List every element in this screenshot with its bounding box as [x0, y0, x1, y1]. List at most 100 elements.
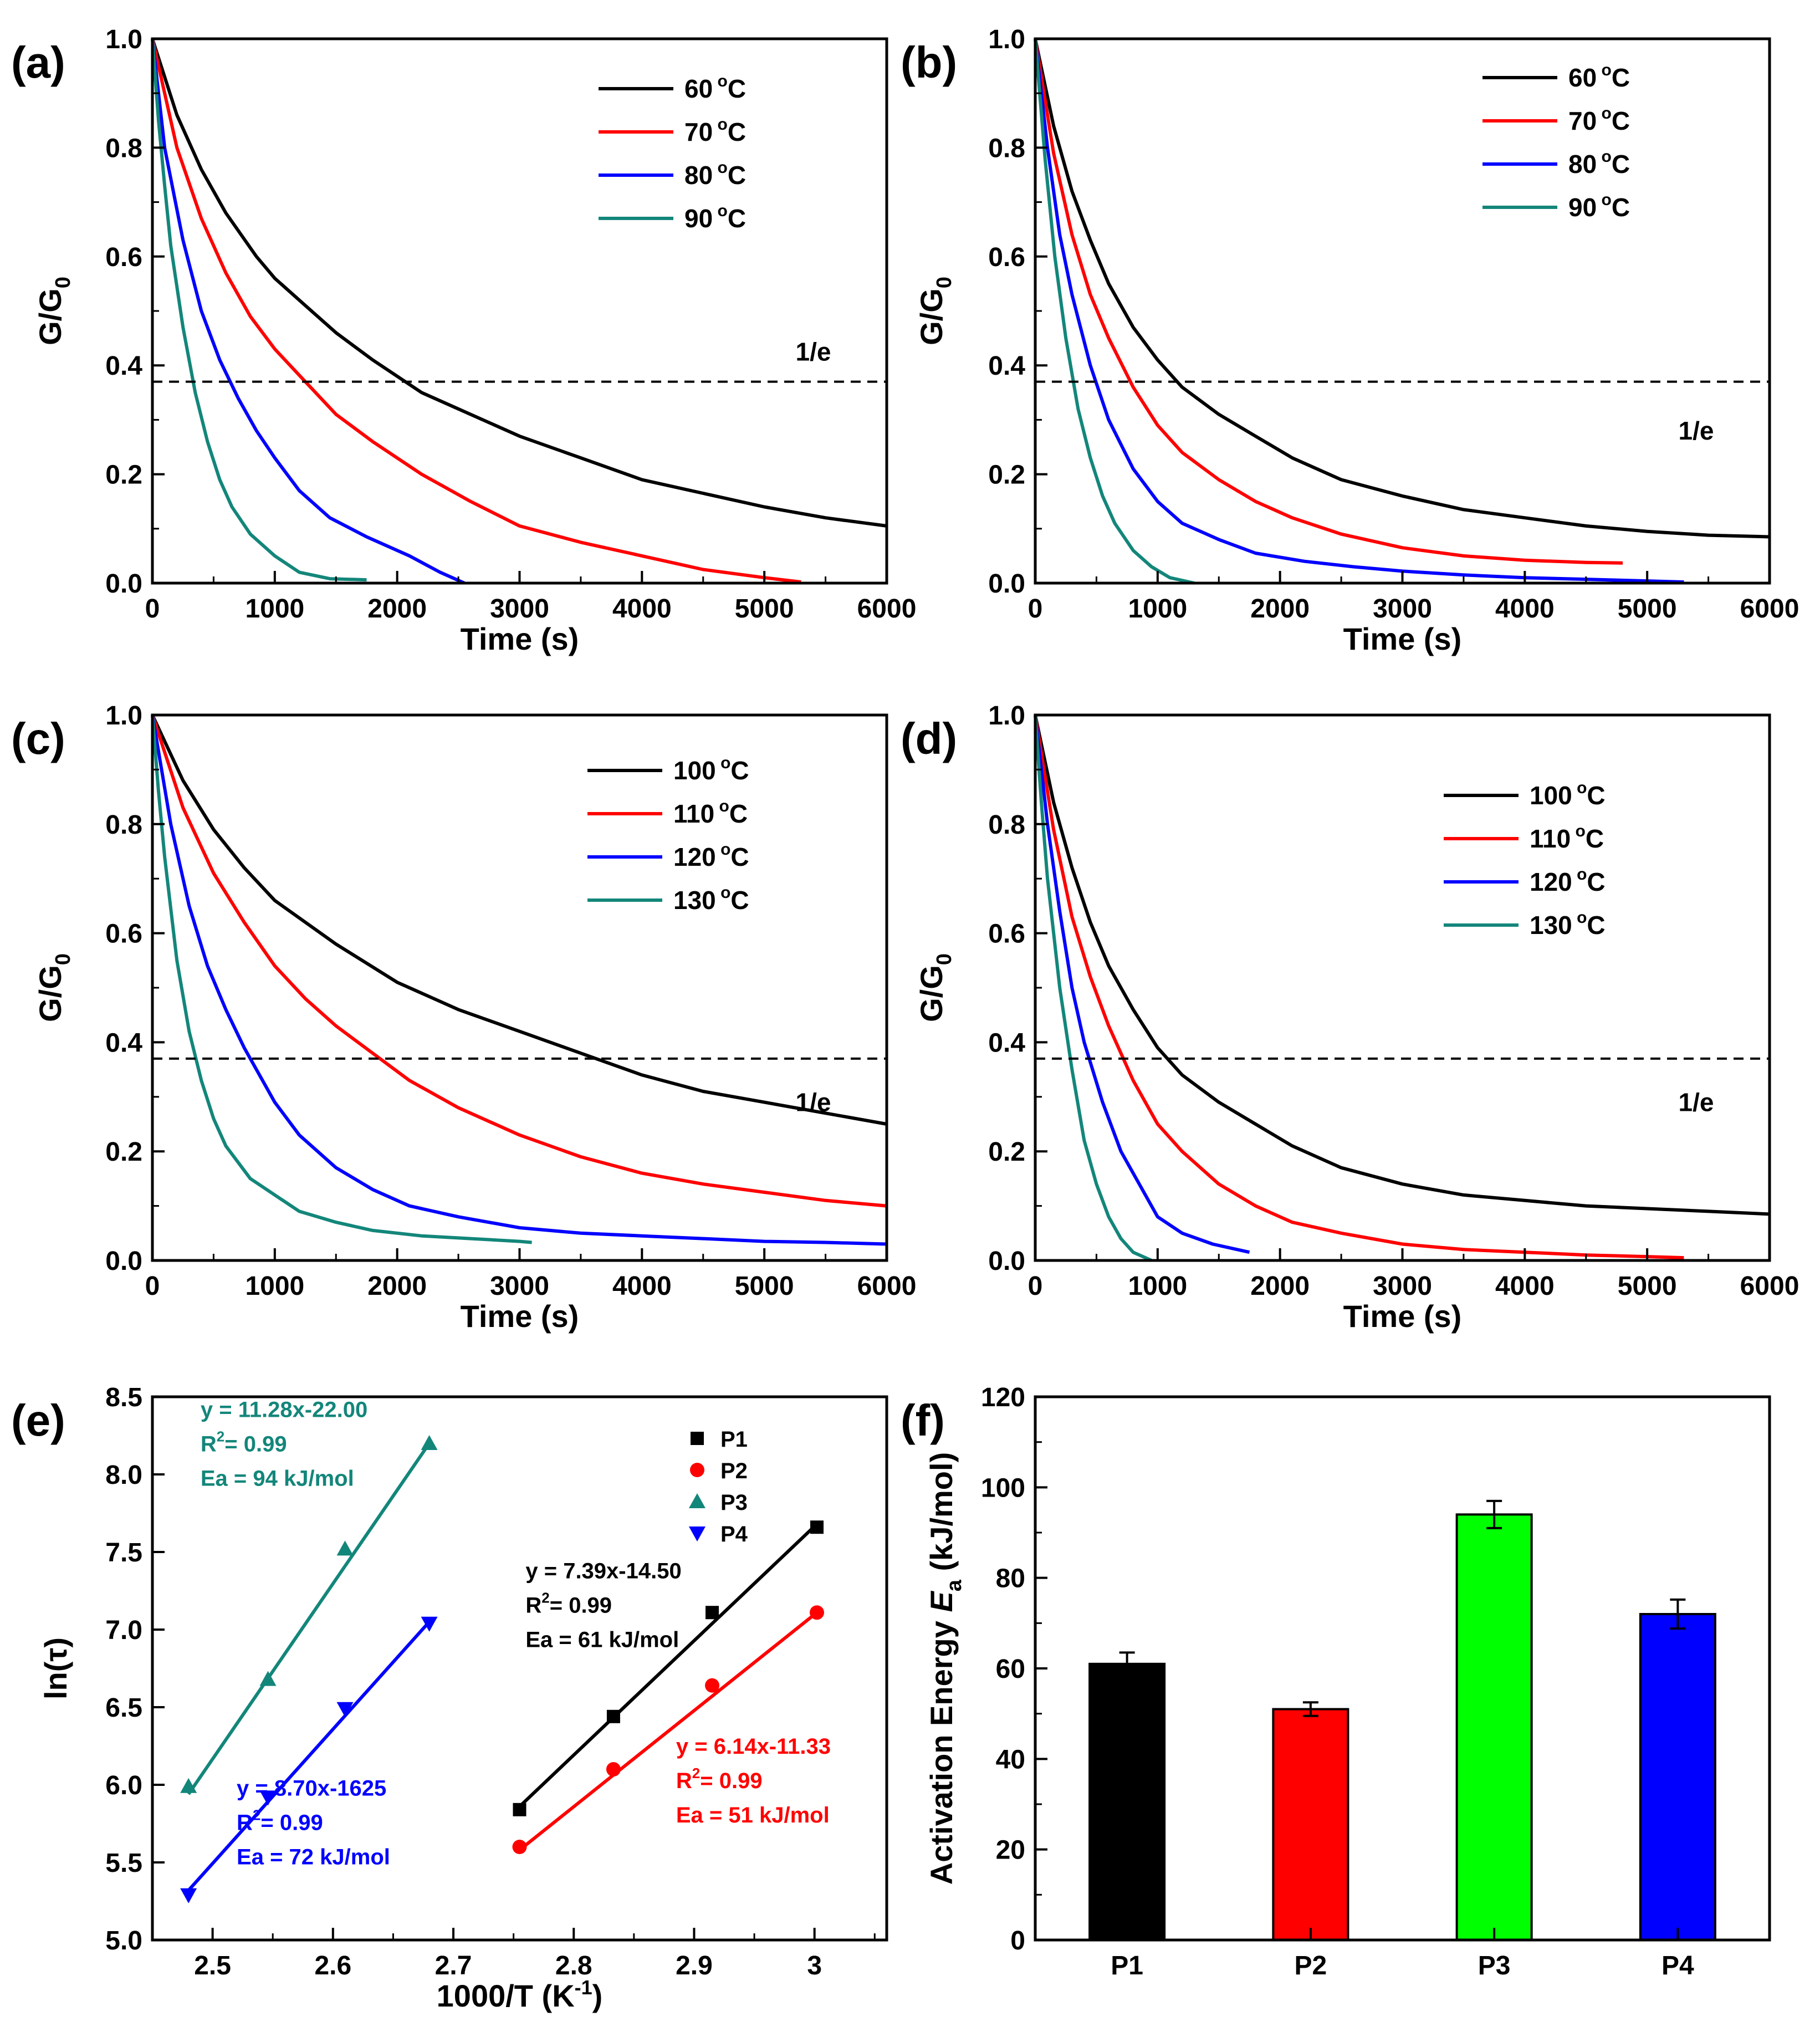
legend-unit: C	[1586, 824, 1604, 853]
legend-marker	[689, 1493, 705, 1508]
legend-entry-120: 120 oC	[1530, 865, 1606, 896]
degree-sign: o	[1571, 822, 1586, 840]
degree-sign: o	[1572, 865, 1587, 884]
panel-label: (a)	[11, 38, 65, 87]
x-tick-label: 1000	[245, 594, 304, 624]
y-axis-label: ln(τ)	[38, 1637, 73, 1699]
panel-d: (d)1/e0 1000 2000 3000 4000 5000 60000.00.20.4…	[901, 701, 1799, 1334]
fit-line-p3	[187, 1442, 431, 1795]
y-tick-label: 6.5	[105, 1693, 142, 1723]
panel-a: (a) 1/e 0 1000 2000 3000 4000 5000 6000 0.0 0.2 0.4…	[11, 25, 916, 656]
series-line-130	[151, 714, 532, 1244]
y-tick-label: 0.4	[988, 1028, 1025, 1058]
x-tick-label: 0	[1028, 1272, 1043, 1301]
legend-value: 60	[1568, 63, 1597, 92]
legend-entry-90: 90 oC	[1568, 191, 1630, 222]
legend-entry-120: 120 oC	[673, 840, 749, 871]
x-tick-label: 0	[1028, 594, 1043, 624]
x-tick-label: 2.5	[194, 1951, 231, 1980]
degree-sign: o	[1572, 779, 1587, 797]
legend-entry-100: 100 oC	[673, 754, 749, 785]
x-tick-label: 0	[145, 594, 160, 624]
x-tick-label: 2.6	[314, 1951, 351, 1980]
legend-unit: C	[728, 161, 746, 190]
legend-marker	[691, 1432, 704, 1445]
x-tick-label: 2.9	[676, 1951, 713, 1980]
degree-sign: o	[714, 797, 729, 815]
panel-label: (b)	[901, 38, 957, 87]
x-tick-label: 6000	[857, 1272, 917, 1301]
y-tick-label: 7.0	[105, 1616, 142, 1645]
fit-activation-energy: Ea = 94 kJ/mol	[201, 1466, 354, 1490]
legend-unit: C	[1587, 781, 1605, 810]
y-tick-label: 5.0	[105, 1926, 142, 1956]
data-point-p2	[810, 1605, 825, 1620]
x-axis-label: 1000/T (K-1)	[437, 1976, 603, 2013]
x-tick-label: 3000	[1373, 594, 1432, 624]
reference-label: 1/e	[1679, 1088, 1714, 1117]
series-line-60	[1034, 38, 1770, 539]
x-tick-label: 4000	[1495, 594, 1555, 624]
legend-entry-100: 100 oC	[1530, 779, 1606, 810]
legend-value: 130	[1530, 911, 1572, 940]
panel-f: (f) P1 P2 P3 P4 0 20 40 60 80 100 120 Activation Ene…	[901, 1383, 1771, 1980]
y-label-sub: 0	[52, 953, 75, 965]
y-tick-label: 0.0	[988, 569, 1025, 599]
r2-symbol: R	[525, 1594, 541, 1618]
legend-unit: C	[730, 886, 749, 915]
y-tick-label: 0.6	[105, 243, 142, 272]
y-label-main: Activation Energy	[924, 1612, 959, 1885]
degree-sign: o	[1597, 147, 1612, 166]
legend-unit: C	[1612, 106, 1630, 135]
plot-frame	[1034, 713, 1771, 1262]
y-tick-label: 20	[996, 1836, 1025, 1865]
data-point-p3	[336, 1540, 354, 1556]
x-tick-label: 2000	[367, 594, 427, 624]
series-line-100	[151, 714, 887, 1126]
x-axis-label: Time (s)	[461, 621, 579, 656]
y-tick-label: 0.2	[105, 461, 142, 490]
x-tick-label: 1000	[1128, 594, 1187, 624]
x-tick-label: 6000	[1740, 594, 1799, 624]
y-tick-label: 0.8	[105, 134, 142, 163]
data-point-p3	[259, 1671, 277, 1686]
fit-equation: y = 11.28x-22.00	[201, 1397, 367, 1422]
x-tick-label: 6000	[857, 594, 917, 624]
y-tick-label: 0.4	[105, 1028, 142, 1058]
legend-value: 60	[684, 74, 713, 103]
y-tick-label: 100	[981, 1473, 1025, 1503]
x-tick-label: 2000	[367, 1272, 427, 1301]
x-tick-label: 2000	[1250, 1272, 1310, 1301]
degree-sign: o	[716, 754, 731, 772]
fit-r-squared: R2= 0.99	[201, 1428, 287, 1456]
legend: P1 P2 P3 P4	[689, 1427, 748, 1546]
fit-activation-energy: Ea = 51 kJ/mol	[676, 1803, 830, 1827]
y-tick-label: 1.0	[105, 701, 142, 731]
x-tick-label: 5000	[1618, 594, 1677, 624]
legend-unit: C	[1587, 867, 1605, 896]
y-tick-label: 0.0	[988, 1247, 1025, 1276]
x-tick-label: 1000	[245, 1272, 304, 1301]
y-tick-label: 0.4	[988, 351, 1025, 381]
fit-equation: y = 8.70x-1625	[237, 1776, 386, 1801]
legend-entry-110: 110 oC	[1530, 822, 1604, 853]
panel-c: (c)1/e0 1000 2000 3000 4000 5000 60000.00.20.4…	[11, 701, 916, 1334]
x-tick-label: P3	[1478, 1951, 1511, 1980]
data-point-p4	[336, 1702, 354, 1717]
x-axis-label: Time (s)	[1343, 1299, 1462, 1334]
r2-value: = 0.99	[550, 1594, 612, 1618]
series-line-120	[151, 714, 887, 1246]
legend-entry-110: 110 oC	[673, 797, 748, 828]
data-point-p1	[513, 1803, 526, 1816]
x-tick-label: 3000	[490, 594, 549, 624]
reference-label: 1/e	[1679, 416, 1714, 445]
data-point-p4	[180, 1888, 197, 1903]
r2-value: = 0.99	[260, 1811, 323, 1835]
x-tick-label: 2.8	[555, 1951, 592, 1980]
legend-entry-90: 90 oC	[684, 202, 746, 233]
x-tick-label: 3000	[1373, 1272, 1432, 1301]
y-tick-label: 0.4	[105, 351, 142, 381]
x-tick-label: 5000	[735, 594, 794, 624]
legend-entry-p4: P4	[720, 1522, 748, 1546]
x-tick-label: 6000	[1740, 1272, 1799, 1301]
